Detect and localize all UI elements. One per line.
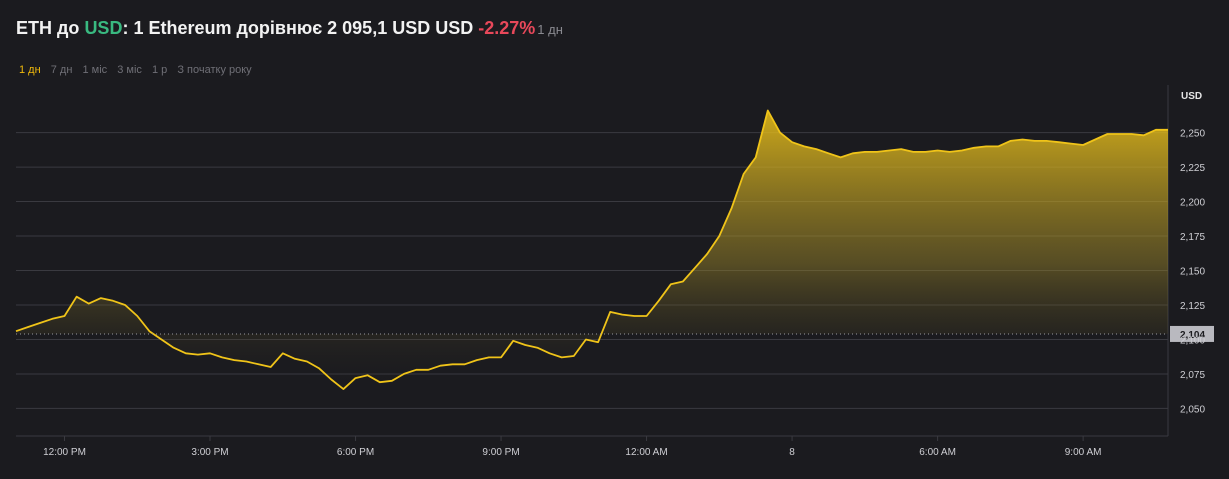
current-price-label: 2,104: [1180, 330, 1205, 341]
x-tick-label: 12:00 AM: [625, 447, 667, 458]
price-summary: : 1 Ethereum дорівнює 2 095,1 USD USD: [122, 18, 479, 38]
x-tick-label: 6:00 AM: [919, 447, 956, 458]
change-percent: -2.27%: [478, 18, 536, 38]
y-tick-label: 2,125: [1180, 301, 1205, 312]
x-tick-label: 9:00 PM: [482, 447, 519, 458]
y-tick-label: 2,200: [1180, 198, 1205, 209]
range-7d-button[interactable]: 7 дн: [50, 64, 73, 76]
x-tick-label: 9:00 AM: [1065, 447, 1102, 458]
current-price-badge: [1170, 325, 1214, 342]
change-period: 1 дн: [537, 22, 563, 37]
x-tick-label: 6:00 PM: [337, 447, 374, 458]
y-tick-label: 2,150: [1180, 267, 1205, 278]
y-tick-label: 2,050: [1180, 404, 1205, 415]
range-selector: 1 дн 7 дн 1 міс 3 міс 1 р З початку року: [19, 64, 259, 76]
range-1d-button[interactable]: 1 дн: [19, 64, 41, 76]
y-tick-label: 2,075: [1180, 370, 1205, 381]
range-3m-button[interactable]: 3 міс: [117, 64, 142, 76]
x-tick-label: 3:00 PM: [191, 447, 228, 458]
quote-currency: USD: [84, 18, 123, 38]
x-tick-label: 8: [789, 447, 795, 458]
price-area: [16, 110, 1168, 390]
range-1m-button[interactable]: 1 міс: [82, 64, 108, 76]
y-tick-label: 2,225: [1180, 163, 1205, 174]
pair-prefix: ETH до: [16, 18, 85, 38]
x-tick-label: 12:00 PM: [43, 447, 86, 458]
y-tick-label: 2,250: [1180, 129, 1205, 140]
range-1y-button[interactable]: 1 р: [151, 64, 168, 76]
range-ytd-button[interactable]: З початку року: [177, 64, 252, 76]
y-axis-unit: USD: [1181, 91, 1202, 102]
price-line: [15, 109, 1168, 390]
y-tick-label: 2,100: [1180, 335, 1205, 346]
y-tick-label: 2,175: [1180, 232, 1205, 243]
chart-title: ETH до USD: 1 Ethereum дорівнює 2 095,1 …: [16, 18, 563, 39]
